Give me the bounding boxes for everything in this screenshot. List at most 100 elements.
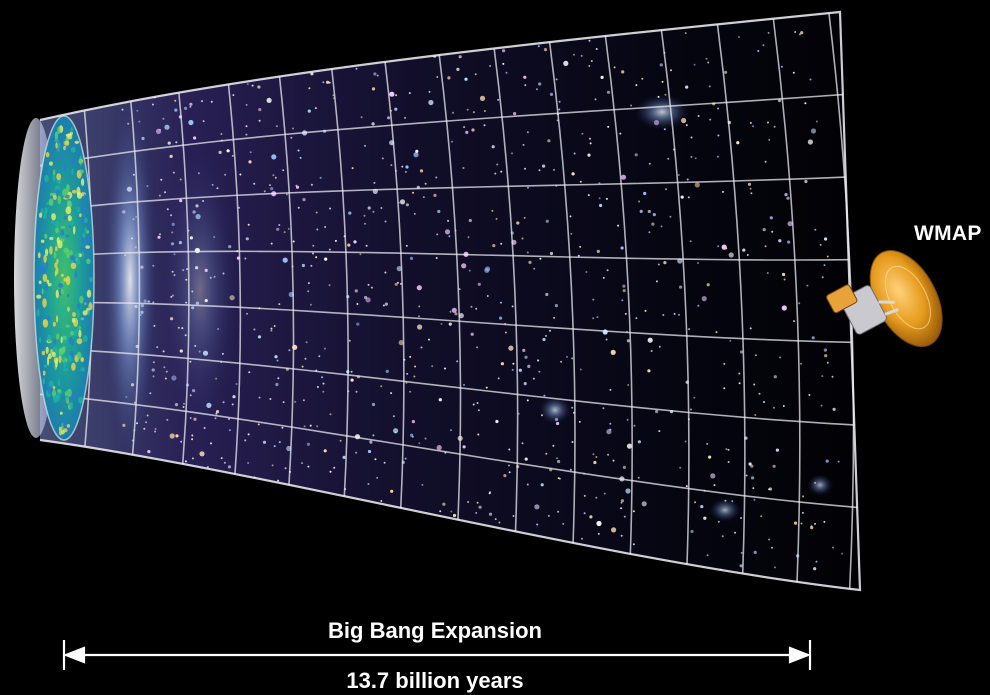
cmb-speckle — [46, 334, 52, 343]
galaxy-dot — [491, 145, 495, 149]
galaxy-dot — [754, 414, 757, 416]
galaxy-dot — [566, 355, 568, 358]
galaxy-dot — [736, 141, 740, 145]
galaxy-dot — [697, 115, 700, 117]
galaxy-dot — [802, 495, 805, 498]
galaxy-dot — [651, 222, 655, 226]
galaxy-dot — [174, 108, 178, 112]
galaxy-dot — [415, 149, 419, 153]
galaxy-dot — [740, 551, 743, 554]
cmb-speckle — [59, 347, 66, 355]
galaxy-dot — [598, 197, 601, 200]
cmb-speckle — [54, 262, 58, 269]
galaxy-dot — [351, 167, 354, 170]
galaxy-dot — [539, 257, 542, 260]
galaxy-dot — [581, 132, 584, 135]
galaxy-dot — [356, 322, 360, 326]
galaxy-dot — [606, 269, 609, 272]
galaxy-dot — [497, 98, 500, 101]
galaxy-dot — [247, 433, 250, 436]
galaxy-dot — [189, 105, 192, 108]
galaxy-dot — [428, 338, 430, 341]
cmb-speckle — [44, 207, 48, 214]
galaxy-dot — [613, 66, 616, 69]
galaxy-dot — [663, 261, 667, 265]
galaxy-dot — [784, 193, 788, 197]
galaxy-dot — [579, 245, 582, 248]
galaxy-dot — [543, 48, 548, 52]
galaxy-dot — [355, 390, 358, 393]
galaxy-dot — [307, 290, 310, 293]
galaxy-dot — [364, 295, 368, 300]
cmb-speckle — [64, 140, 70, 146]
cmb-speckle — [38, 252, 41, 259]
cmb-speckle — [38, 337, 42, 343]
galaxy-dot — [502, 62, 505, 65]
galaxy-dot — [667, 157, 670, 160]
galaxy-dot — [310, 264, 313, 267]
cmb-speckle — [63, 360, 67, 368]
galaxy-dot — [489, 65, 492, 67]
galaxy-dot — [596, 316, 599, 319]
cmb-speckle — [67, 306, 70, 312]
galaxy-dot — [526, 483, 529, 486]
cmb-speckle — [72, 312, 76, 317]
galaxy-dot — [299, 156, 302, 159]
galaxy-dot — [570, 232, 573, 235]
galaxy-dot — [523, 382, 527, 386]
galaxy-dot — [648, 162, 651, 165]
galaxy-dot — [621, 70, 625, 74]
galaxy-dot — [721, 244, 727, 250]
grid-ring — [660, 30, 690, 565]
grid-ring — [178, 92, 190, 464]
galaxy-dot — [248, 160, 252, 164]
galaxy-dot — [404, 457, 407, 460]
galaxy-cluster-glow — [634, 94, 690, 130]
galaxy-dot — [269, 184, 271, 187]
galaxy-dot — [404, 170, 407, 173]
galaxy-dot — [549, 92, 554, 96]
galaxy-dot — [245, 103, 248, 106]
galaxy-dot — [606, 90, 611, 94]
cmb-speckle — [79, 246, 85, 250]
galaxy-dot — [554, 304, 559, 308]
galaxy-dot — [257, 335, 262, 339]
galaxy-dot — [329, 470, 332, 473]
cmb-speckle — [48, 198, 54, 206]
cmb-speckle — [51, 220, 54, 225]
galaxy-dot — [479, 95, 486, 101]
galaxy-dot — [245, 133, 248, 136]
galaxy-dot — [557, 510, 560, 513]
galaxy-dot — [223, 461, 226, 464]
cmb-speckle — [85, 245, 90, 249]
grid-ring — [330, 68, 349, 497]
galaxy-dot — [175, 434, 179, 438]
cmb-speckle — [57, 240, 63, 249]
galaxy-dot — [595, 456, 598, 458]
galaxy-dot — [774, 566, 776, 569]
galaxy-dot — [413, 375, 416, 378]
galaxy-dot — [363, 214, 366, 217]
galaxy-dot — [620, 507, 623, 510]
cmb-speckle — [50, 192, 53, 197]
galaxy-dot — [772, 406, 775, 409]
cmb-speckle — [65, 395, 69, 403]
galaxy-dot — [780, 65, 783, 68]
galaxy-dot — [609, 388, 612, 391]
galaxy-dot — [271, 464, 274, 467]
galaxy-dot — [771, 546, 773, 549]
galaxy-dot — [545, 292, 549, 297]
galaxy-dot — [364, 144, 366, 147]
galaxy-dot — [826, 255, 829, 258]
galaxy-dot — [800, 362, 802, 365]
galaxy-dot — [278, 441, 281, 444]
galaxy-dot — [395, 94, 398, 97]
cmb-speckle — [76, 351, 82, 359]
galaxy-dot — [333, 466, 336, 469]
galaxy-dot — [739, 350, 744, 354]
cmb-speckle — [66, 333, 71, 338]
galaxy-dot — [210, 442, 212, 445]
galaxy-dot — [350, 378, 354, 382]
galaxy-dot — [475, 511, 478, 514]
